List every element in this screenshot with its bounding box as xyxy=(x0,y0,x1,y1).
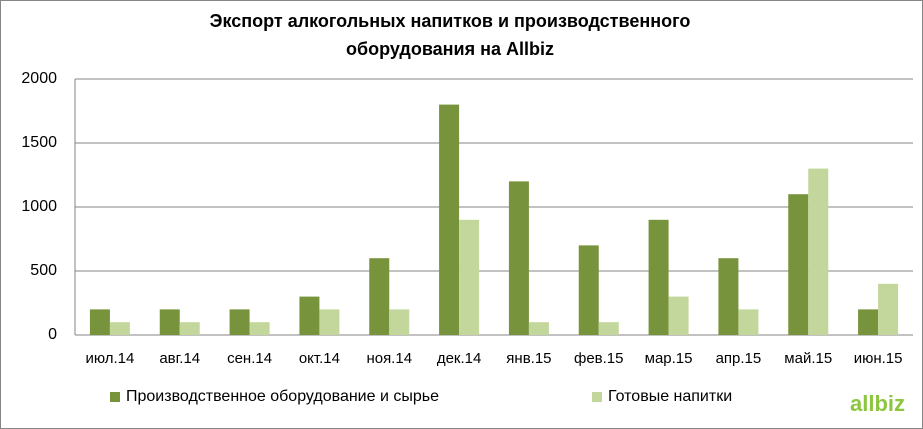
x-tick-label: июл.14 xyxy=(85,350,134,367)
y-tick-label: 500 xyxy=(30,262,57,279)
bar xyxy=(159,309,180,335)
x-tick-label: апр.15 xyxy=(716,350,762,367)
y-tick-label: 0 xyxy=(48,326,57,343)
x-tick-label: май.15 xyxy=(784,350,832,367)
x-tick-label: авг.14 xyxy=(159,350,200,367)
bar xyxy=(788,194,809,335)
bar xyxy=(299,296,320,335)
x-tick-label: дек.14 xyxy=(437,350,482,367)
x-tick-label: сен.14 xyxy=(227,350,272,367)
bar xyxy=(439,104,460,335)
bar xyxy=(668,296,689,335)
legend-swatch xyxy=(110,392,120,402)
legend-label: Готовые напитки xyxy=(608,388,732,405)
bar xyxy=(89,309,110,335)
bar xyxy=(598,322,619,335)
legend-label: Производственное оборудование и сырье xyxy=(126,388,439,405)
bar xyxy=(109,322,130,335)
x-tick-label: ноя.14 xyxy=(366,350,412,367)
legend-swatch xyxy=(592,392,602,402)
x-tick-label: янв.15 xyxy=(506,350,551,367)
bar xyxy=(578,245,599,335)
bar xyxy=(528,322,549,335)
bar xyxy=(389,309,410,335)
bar xyxy=(878,283,899,335)
bar xyxy=(459,219,480,335)
x-tick-label: окт.14 xyxy=(299,350,340,367)
bar xyxy=(508,181,529,335)
bar xyxy=(648,219,669,335)
bar xyxy=(249,322,270,335)
y-tick-label: 1500 xyxy=(21,134,57,151)
bar xyxy=(738,309,759,335)
bar xyxy=(319,309,340,335)
x-tick-label: фев.15 xyxy=(574,350,624,367)
chart-title: Экспорт алкогольных напитков и производс… xyxy=(210,11,691,31)
y-tick-label: 1000 xyxy=(21,198,57,215)
bar xyxy=(808,168,829,335)
bar xyxy=(229,309,250,335)
x-tick-label: июн.15 xyxy=(854,350,903,367)
bar xyxy=(369,258,390,335)
x-tick-label: мар.15 xyxy=(645,350,693,367)
bar xyxy=(718,258,739,335)
chart-title: оборудования на Allbiz xyxy=(346,39,554,59)
bar xyxy=(179,322,200,335)
bar xyxy=(858,309,879,335)
y-tick-label: 2000 xyxy=(21,70,57,87)
logo: allbiz xyxy=(850,391,905,416)
